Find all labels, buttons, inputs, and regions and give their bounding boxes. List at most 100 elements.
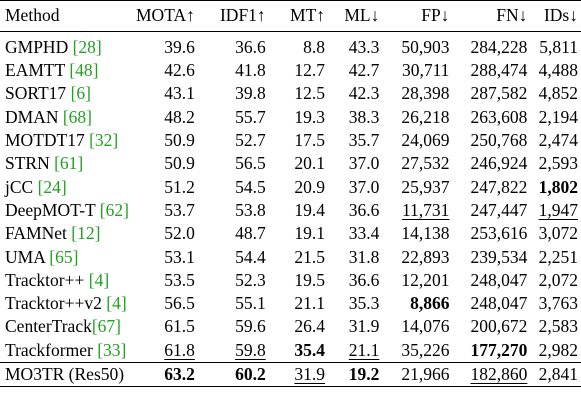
mt-cell: 19.3 <box>294 106 326 127</box>
citation-link[interactable]: [33] <box>97 339 127 360</box>
mota-cell: 48.2 <box>164 106 195 127</box>
method-cell: Tracktor++ [4] <box>0 269 134 292</box>
ids-cell: 3,072 <box>538 223 578 244</box>
fp-cell: 28,398 <box>401 83 450 104</box>
fp-cell: 27,532 <box>401 153 450 174</box>
header-mota: MOTA↑ <box>134 0 211 32</box>
method-cell: MO3TR (Res50) <box>0 362 135 388</box>
mota-cell: 43.1 <box>164 83 195 104</box>
method-cell: STRN [61] <box>0 152 134 175</box>
ids-cell: 2,072 <box>538 269 578 290</box>
method-name: MO3TR (Res50) <box>5 364 125 385</box>
table-row: Trackformer [33] 61.8 59.8 35.4 21.1 35,… <box>0 339 581 363</box>
method-name: FAMNet <box>5 223 67 244</box>
citation-link[interactable]: [65] <box>49 246 79 267</box>
method-cell: GMPHD [28] <box>0 32 134 60</box>
idf1-cell: 59.8 <box>211 339 284 363</box>
ids-value-second-best: 1,947 <box>538 199 578 220</box>
ids-cell: 5,811 <box>539 36 578 57</box>
ml-cell: 33.4 <box>348 223 380 244</box>
method-name: Tracktor++ <box>5 269 85 290</box>
idf1-cell-best: 60.2 <box>210 362 284 388</box>
method-name: jCC <box>5 176 34 197</box>
fp-cell: 21,966 <box>393 362 462 388</box>
citation-link[interactable]: [12] <box>71 223 101 244</box>
header-idf1: IDF1↑ <box>210 0 284 32</box>
header-ml: ML↓ <box>339 0 394 32</box>
citation-link[interactable]: [32] <box>89 130 119 151</box>
fp-cell: 25,937 <box>401 176 450 197</box>
method-cell: jCC [24] <box>0 176 134 199</box>
method-name: Trackformer <box>5 339 93 360</box>
fp-cell: 26,218 <box>401 106 450 127</box>
method-name: STRN <box>5 153 50 174</box>
fn-cell: 263,608 <box>470 106 528 127</box>
citation-link[interactable]: [68] <box>62 106 93 127</box>
citation-link[interactable]: [6] <box>70 83 91 104</box>
mt-cell: 12.5 <box>294 83 326 104</box>
citation-link[interactable]: [28] <box>72 36 102 57</box>
fn-cell: 253,616 <box>470 223 528 244</box>
ids-cell: 3,763 <box>538 293 578 314</box>
idf1-cell: 55.7 <box>235 106 266 127</box>
mt-cell: 20.1 <box>294 153 326 174</box>
ids-cell: 2,474 <box>538 130 578 151</box>
table-row: UMA [65] 53.1 54.4 21.5 31.8 22,893 239,… <box>0 246 581 269</box>
fp-cell: 30,711 <box>401 60 450 81</box>
ml-cell: 31.9 <box>348 316 380 337</box>
mota-cell: 53.1 <box>164 246 195 267</box>
citation-link[interactable]: [61] <box>54 153 84 174</box>
method-cell: DMAN [68] <box>0 106 134 129</box>
fn-cell: 200,672 <box>470 316 528 337</box>
method-cell: Tracktor++v2 [4] <box>0 292 134 315</box>
fn-cell: 248,047 <box>470 269 528 290</box>
mt-cell: 31.9 <box>283 362 340 388</box>
fn-cell-best: 177,270 <box>470 339 528 360</box>
method-cell: UMA [65] <box>0 246 134 269</box>
table-row: Tracktor++ [4] 53.5 52.3 19.5 36.6 12,20… <box>0 269 581 292</box>
method-cell: EAMTT [48] <box>0 59 134 82</box>
fn-cell: 239,534 <box>470 246 528 267</box>
citation-link[interactable]: [24] <box>37 176 67 197</box>
method-name: DMAN <box>5 106 59 127</box>
ml-cell: 21.1 <box>339 339 393 363</box>
table-row: FAMNet [12] 52.0 48.7 19.1 33.4 14,138 2… <box>0 222 581 245</box>
citation-link[interactable]: [48] <box>69 60 99 81</box>
idf1-value-second-best: 59.8 <box>235 339 266 360</box>
idf1-cell: 54.5 <box>235 176 266 197</box>
header-mt: MT↑ <box>283 0 340 32</box>
idf1-cell: 56.5 <box>235 153 266 174</box>
ids-cell-best: 1,802 <box>538 176 578 197</box>
method-cell: Trackformer [33] <box>0 339 134 363</box>
citation-link[interactable]: [4] <box>106 293 127 314</box>
mota-cell: 61.5 <box>164 316 195 337</box>
citation-link[interactable]: [4] <box>88 269 110 290</box>
ml-cell: 35.3 <box>348 293 380 314</box>
method-cell: MOTDT17 [32] <box>0 129 134 152</box>
idf1-cell: 41.8 <box>235 60 266 81</box>
method-name: MOTDT17 <box>5 130 85 151</box>
fp-cell: 50,903 <box>401 36 450 57</box>
ml-cell: 36.6 <box>348 269 380 290</box>
fn-cell: 247,822 <box>470 176 528 197</box>
method-name: DeepMOT-T <box>5 199 96 220</box>
idf1-cell: 53.8 <box>235 199 266 220</box>
ml-cell: 37.0 <box>348 153 380 174</box>
fp-cell: 14,138 <box>401 223 450 244</box>
table-row: MOTDT17 [32] 50.9 52.7 17.5 35.7 24,069 … <box>0 129 581 152</box>
idf1-cell: 59.6 <box>235 316 266 337</box>
ids-cell: 1,947 <box>537 199 581 222</box>
mota-cell: 56.5 <box>164 293 195 314</box>
ids-cell: 2,982 <box>538 339 578 360</box>
method-name: Tracktor++v2 <box>5 293 102 314</box>
fn-cell: 288,474 <box>470 60 528 81</box>
citation-link[interactable]: [62] <box>99 199 129 220</box>
fp-cell: 12,201 <box>401 269 450 290</box>
mt-cell: 21.5 <box>294 246 326 267</box>
ml-cell: 38.3 <box>348 106 380 127</box>
ids-cell: 4,488 <box>538 60 578 81</box>
method-cell: FAMNet [12] <box>0 222 134 245</box>
citation-link[interactable]: [67] <box>91 316 121 337</box>
table-row: SORT17 [6] 43.1 39.8 12.5 42.3 28,398 28… <box>0 83 581 106</box>
table-row-ours: MO3TR (Res50) 63.2 60.2 31.9 19.2 21,966… <box>0 362 581 388</box>
